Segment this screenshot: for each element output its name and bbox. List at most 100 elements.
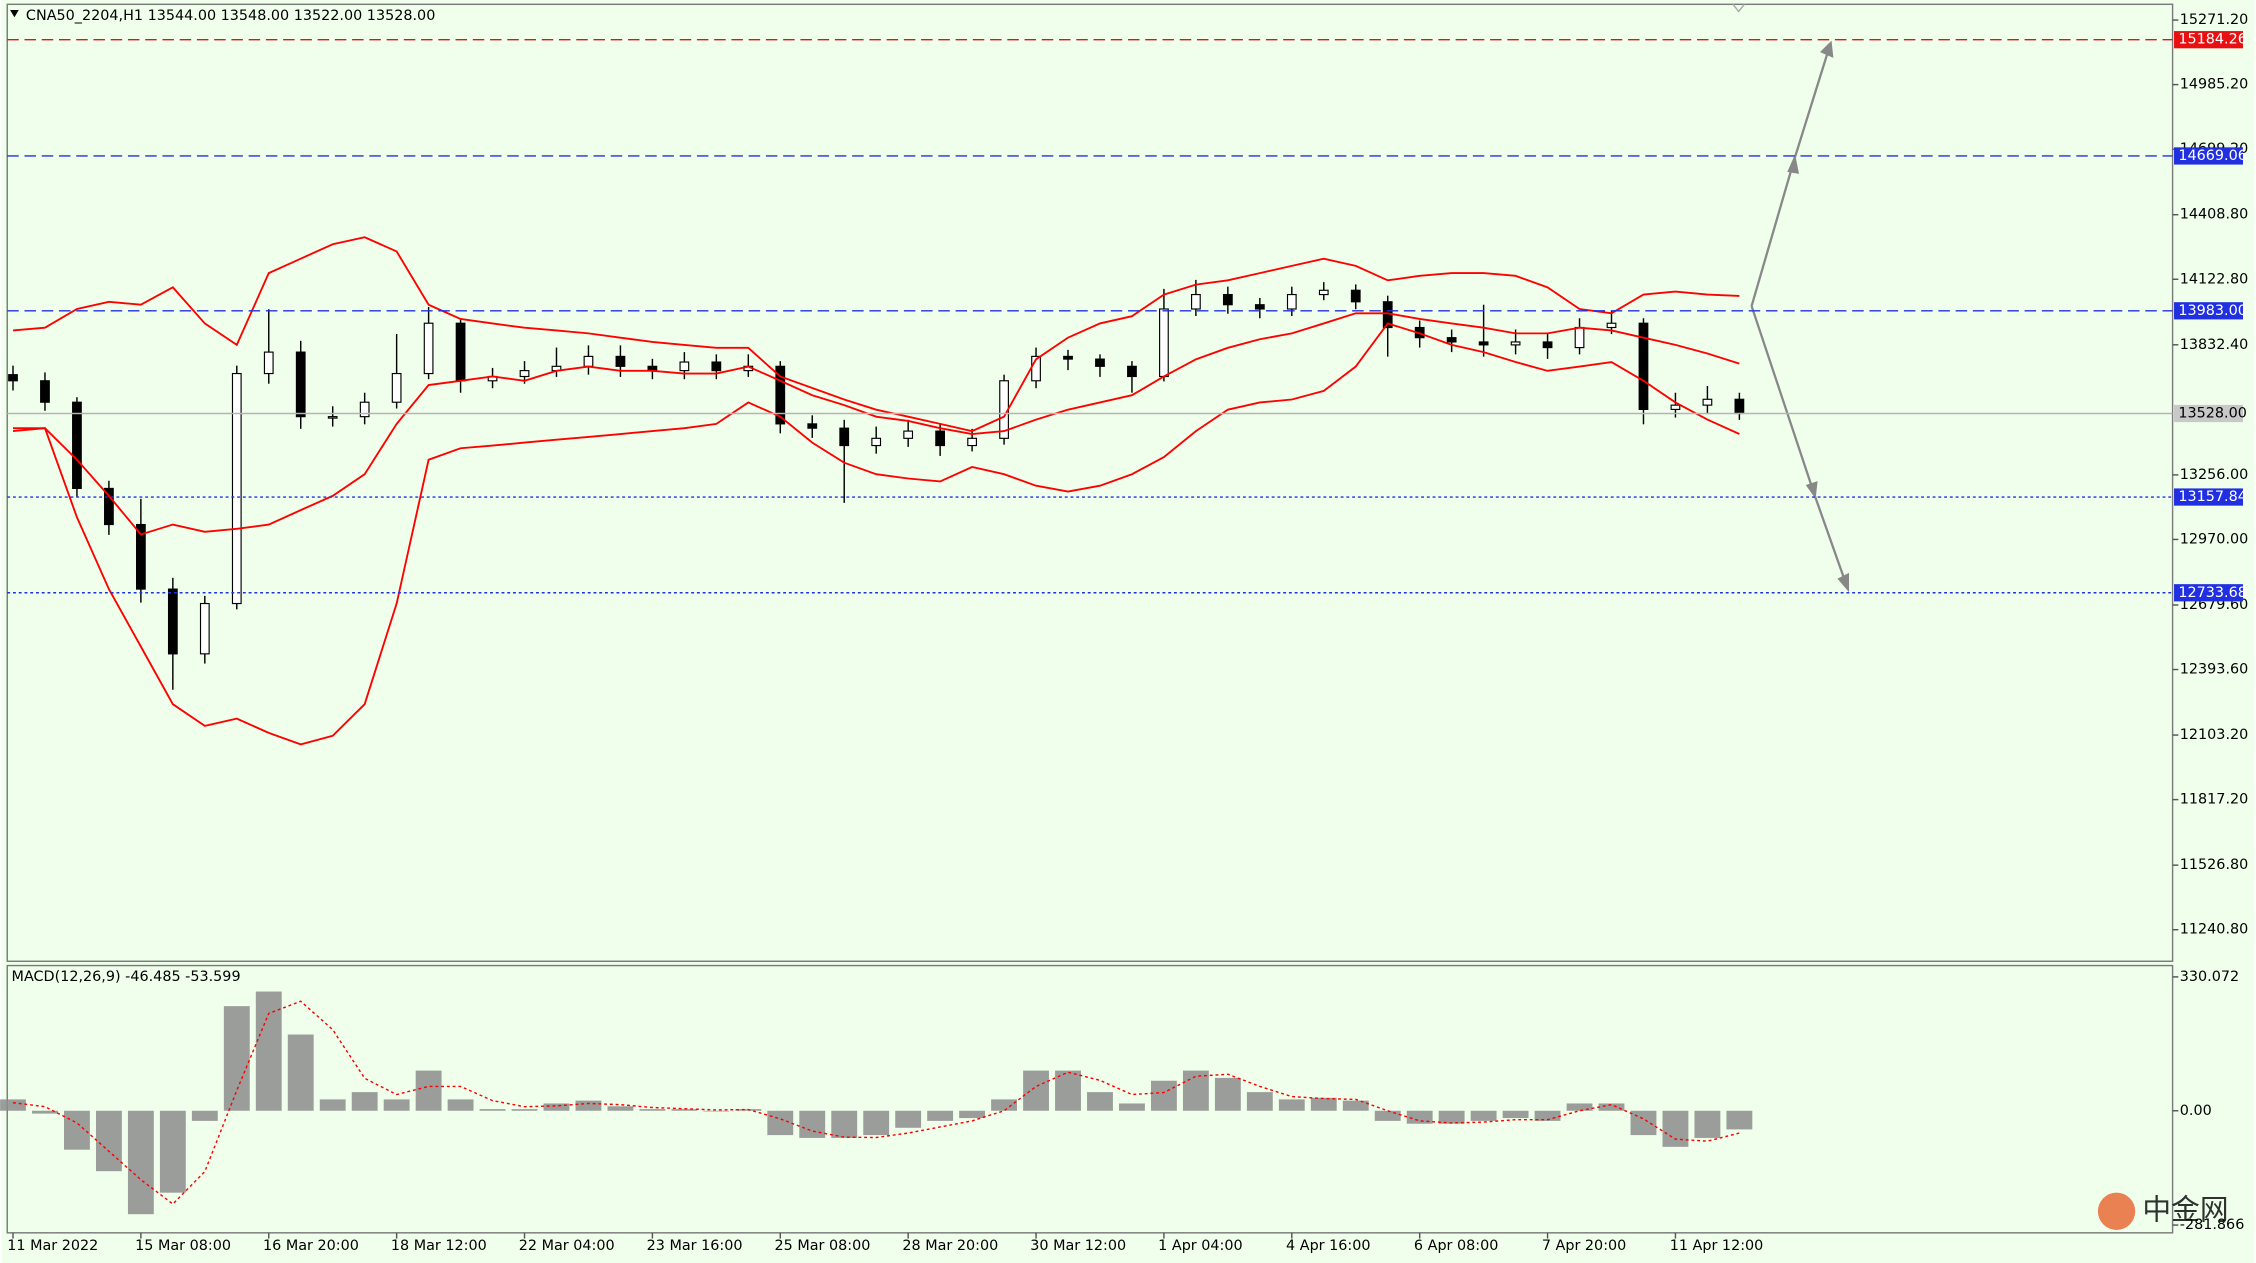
y-tick-label: 14122.80 xyxy=(2180,271,2249,287)
candle-body xyxy=(1318,289,1329,296)
macd-bar xyxy=(1630,1110,1657,1136)
macd-bar xyxy=(1087,1092,1113,1111)
candle-body xyxy=(40,380,50,403)
candle-body xyxy=(1606,322,1617,329)
y-tick-label: 14408.80 xyxy=(2180,207,2249,223)
level-label: 15184.26 xyxy=(2178,32,2247,48)
macd-bar xyxy=(127,1110,154,1215)
chart-title: CNA50_2204,H1 13544.00 13548.00 13522.00… xyxy=(26,8,435,24)
y-tick-label: 0.00 xyxy=(2180,1103,2212,1119)
candle-body xyxy=(327,416,338,419)
candle-body xyxy=(1542,341,1553,349)
candle-body xyxy=(583,355,594,367)
candle-body xyxy=(1734,398,1745,415)
candle-body xyxy=(359,401,370,418)
candle-body xyxy=(167,588,178,655)
level-label-box xyxy=(2174,488,2244,506)
x-tick-label: 16 Mar 20:00 xyxy=(263,1238,359,1254)
x-tick-label: 22 Mar 04:00 xyxy=(519,1238,615,1254)
candle-body xyxy=(1254,304,1265,310)
macd-bar xyxy=(671,1109,698,1111)
macd-bar xyxy=(1470,1110,1497,1121)
candle-body xyxy=(1702,398,1713,406)
macd-bar xyxy=(255,991,282,1111)
macd-bar xyxy=(383,1099,410,1111)
macd-bar xyxy=(1502,1110,1529,1119)
macd-bar xyxy=(1023,1070,1049,1111)
macd-bar xyxy=(607,1106,634,1111)
macd-bar xyxy=(415,1070,442,1111)
macd-bar xyxy=(223,1006,250,1111)
y-tick-label: 11817.20 xyxy=(2180,792,2249,808)
candle-body xyxy=(135,523,146,590)
candle-body xyxy=(679,361,690,372)
candle-body xyxy=(1191,293,1201,310)
candle-body xyxy=(295,351,306,418)
x-tick-label: 25 Mar 08:00 xyxy=(775,1238,871,1254)
y-tick-label: 14985.20 xyxy=(2180,77,2249,93)
candle-body xyxy=(199,602,210,655)
macd-bar xyxy=(1662,1110,1689,1147)
candle-body xyxy=(1159,308,1169,378)
candle-body xyxy=(807,423,818,429)
candle-body xyxy=(1446,337,1457,343)
macd-bar xyxy=(479,1109,506,1111)
candle-body xyxy=(775,365,786,425)
level-label: 13983.00 xyxy=(2178,303,2247,319)
bollinger-band xyxy=(12,322,1740,746)
level-label-box xyxy=(2174,404,2244,423)
level-label-box xyxy=(2174,584,2244,602)
candle-body xyxy=(871,437,882,447)
macd-bar xyxy=(1182,1070,1209,1111)
macd-bar xyxy=(799,1110,826,1138)
signal-line xyxy=(12,1000,1740,1205)
y-tick-label: 330.072 xyxy=(2180,969,2239,985)
menu-arrow[interactable] xyxy=(10,10,19,18)
macd-bar xyxy=(959,1110,986,1119)
x-tick-label: 30 Mar 12:00 xyxy=(1030,1238,1126,1254)
macd-bar xyxy=(287,1034,314,1111)
level-label: 14669.06 xyxy=(2178,148,2247,164)
forecast-arrows xyxy=(1750,40,1850,593)
y-tick-label: 13256.00 xyxy=(2180,467,2249,483)
candle-body xyxy=(423,322,434,375)
candle-body xyxy=(1095,358,1105,367)
x-tick-label: 18 Mar 12:00 xyxy=(391,1238,487,1254)
candle-body xyxy=(1574,326,1585,349)
candle-body xyxy=(935,430,946,447)
candle-body xyxy=(1222,293,1233,306)
level-label-box xyxy=(2174,302,2244,320)
x-tick-label: 1 Apr 04:00 xyxy=(1158,1238,1243,1254)
macd-bar xyxy=(1342,1100,1369,1111)
candle-body xyxy=(839,427,850,447)
macd-bar xyxy=(1726,1110,1753,1130)
candle-body xyxy=(72,401,82,490)
candle-body xyxy=(8,374,18,382)
macd-pane xyxy=(6,964,2174,1234)
candle-body xyxy=(903,430,914,439)
macd-bar xyxy=(32,1110,58,1114)
macd-bar xyxy=(703,1110,730,1112)
macd-bar xyxy=(1438,1110,1465,1124)
candle-body xyxy=(391,372,402,403)
arrow-head xyxy=(1805,481,1850,593)
macd-bar xyxy=(831,1110,858,1138)
macd-bar xyxy=(543,1103,570,1111)
macd-bar xyxy=(639,1109,666,1111)
x-tick-label: 23 Mar 16:00 xyxy=(647,1238,743,1254)
y-tick-label: 15271.20 xyxy=(2180,12,2249,28)
macd-title: MACD(12,26,9) -46.485 -53.599 xyxy=(12,969,241,985)
candle-body xyxy=(263,351,274,375)
macd-bar xyxy=(863,1110,890,1136)
macd-bar xyxy=(927,1110,954,1121)
macd-bar xyxy=(1119,1103,1145,1111)
macd-bar xyxy=(1566,1103,1593,1111)
arrow-head xyxy=(1787,40,1834,174)
candle-body xyxy=(615,355,626,367)
x-tick-label: 11 Mar 2022 xyxy=(7,1238,98,1254)
x-tick-label: 6 Apr 08:00 xyxy=(1414,1238,1499,1254)
macd-bar xyxy=(1406,1110,1433,1124)
candle-body xyxy=(519,370,530,378)
x-tick-label: 4 Apr 16:00 xyxy=(1286,1238,1371,1254)
